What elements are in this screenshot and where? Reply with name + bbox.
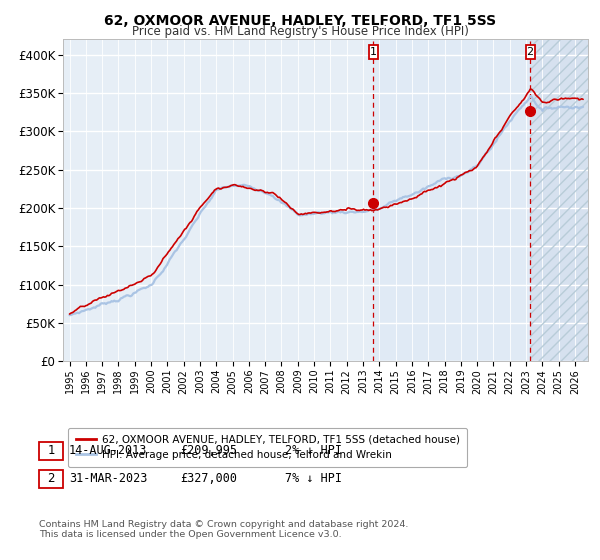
Legend: 62, OXMOOR AVENUE, HADLEY, TELFORD, TF1 5SS (detached house), HPI: Average price: 62, OXMOOR AVENUE, HADLEY, TELFORD, TF1 … [68,428,467,468]
Text: 14-AUG-2013: 14-AUG-2013 [69,444,148,458]
Text: 2: 2 [527,47,533,57]
Text: 31-MAR-2023: 31-MAR-2023 [69,472,148,486]
Bar [373,39,530,361]
Bar [526,45,535,59]
Text: 1: 1 [47,444,55,458]
Text: 2% ↓ HPI: 2% ↓ HPI [285,444,342,458]
Bar [530,39,588,361]
Text: £209,995: £209,995 [180,444,237,458]
Text: 7% ↓ HPI: 7% ↓ HPI [285,472,342,486]
Text: Price paid vs. HM Land Registry's House Price Index (HPI): Price paid vs. HM Land Registry's House … [131,25,469,38]
Text: 2: 2 [47,472,55,486]
Bar [368,45,377,59]
Text: £327,000: £327,000 [180,472,237,486]
Text: 1: 1 [370,47,377,57]
Bar [530,39,588,361]
Text: 62, OXMOOR AVENUE, HADLEY, TELFORD, TF1 5SS: 62, OXMOOR AVENUE, HADLEY, TELFORD, TF1 … [104,14,496,28]
Text: Contains HM Land Registry data © Crown copyright and database right 2024.
This d: Contains HM Land Registry data © Crown c… [39,520,409,539]
